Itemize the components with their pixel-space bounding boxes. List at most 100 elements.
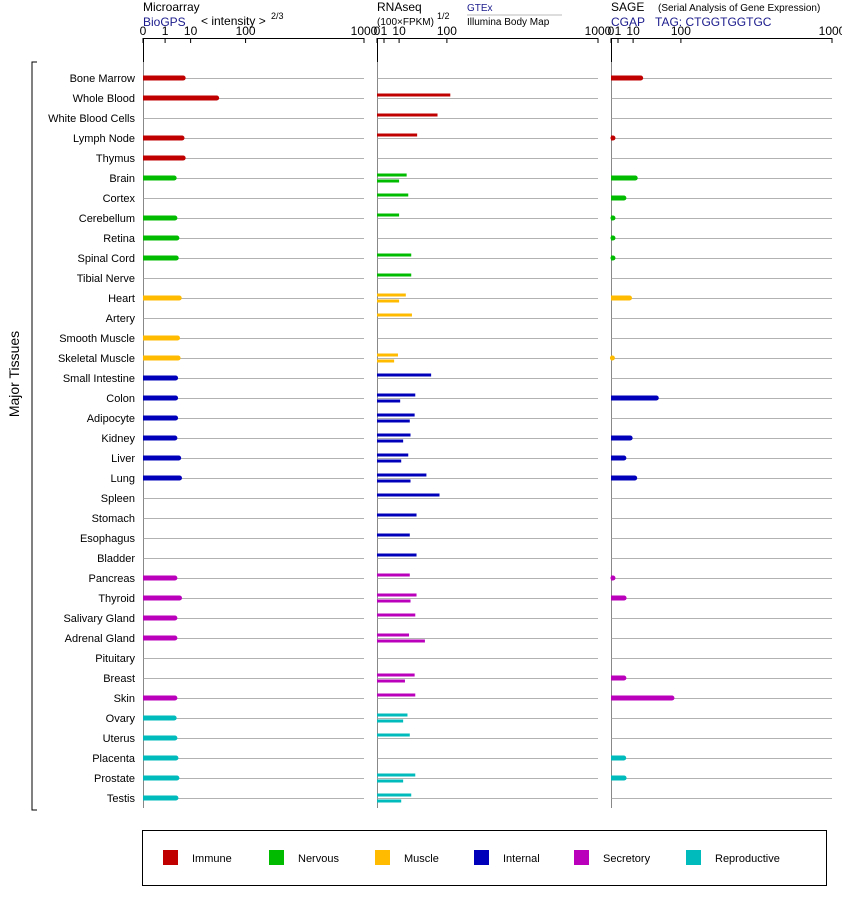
expression-bar-cap: [173, 415, 179, 421]
expression-bar: [377, 253, 412, 257]
expression-bar: [143, 375, 176, 381]
expression-bar: [377, 799, 402, 803]
x-tick-label: 1000: [351, 24, 378, 38]
rnaseq-source-gtex: GTEx: [467, 3, 493, 14]
expression-bar-cap: [176, 455, 182, 461]
x-tick-label: 1: [615, 24, 622, 38]
legend-swatch: [474, 850, 489, 865]
legend-label: Muscle: [404, 853, 439, 865]
expression-bar: [143, 755, 176, 761]
tissue-label: Tibial Nerve: [77, 273, 135, 285]
tissue-label: Esophagus: [80, 533, 136, 545]
tissue-label: Pancreas: [89, 573, 136, 585]
tissue-label: Brain: [109, 173, 135, 185]
tissue-label: Bladder: [97, 553, 135, 565]
x-tick-label: 1000: [585, 24, 612, 38]
expression-bar-cap: [621, 775, 627, 781]
expression-bar: [143, 395, 176, 401]
tissue-label: Thyroid: [98, 593, 135, 605]
expression-bar: [143, 355, 179, 361]
expression-bar-cap: [621, 755, 627, 761]
legend-swatch: [269, 850, 284, 865]
expression-bar-cap: [172, 435, 178, 441]
expression-bar-cap: [626, 295, 632, 301]
expression-bar-cap: [172, 215, 178, 221]
expression-bar: [377, 599, 411, 603]
expression-bar: [377, 553, 417, 557]
legend-label: Internal: [503, 853, 540, 865]
expression-bar: [377, 439, 404, 443]
expression-bar: [377, 473, 427, 477]
tissue-label: Uterus: [103, 733, 136, 745]
expression-bar-cap: [173, 375, 179, 381]
expression-bar: [377, 733, 410, 737]
expression-bar-cap: [610, 575, 616, 581]
expression-bar: [611, 295, 630, 301]
expression-bar: [377, 413, 415, 417]
expression-bar: [377, 693, 416, 697]
expression-bar-cap: [176, 295, 182, 301]
expression-bar: [377, 533, 410, 537]
tissue-label: Lung: [111, 473, 135, 485]
sage-source: CGAP: [611, 15, 645, 29]
expression-bar: [143, 95, 217, 101]
x-tick-label: 0: [140, 24, 147, 38]
expression-bar: [377, 113, 438, 117]
expression-bar: [143, 415, 176, 421]
sage-title: SAGE: [611, 0, 644, 14]
expression-bar: [143, 795, 176, 801]
tissue-label: Adrenal Gland: [65, 633, 135, 645]
expression-bar-cap: [175, 355, 181, 361]
expression-bar-cap: [653, 395, 659, 401]
expression-bar: [143, 595, 180, 601]
y-group-bracket: [31, 61, 37, 811]
x-tick-label: 0: [374, 24, 381, 38]
expression-bar-cap: [610, 235, 616, 241]
rnaseq-scale-label: (100×FPKM): [377, 17, 434, 28]
expression-bar: [377, 373, 432, 377]
expression-bar-cap: [173, 795, 179, 801]
expression-bar-cap: [627, 435, 633, 441]
sage-tag: TAG: CTGGTGGTGC: [655, 15, 772, 29]
expression-bar: [143, 435, 175, 441]
expression-bar: [611, 755, 624, 761]
expression-bar: [143, 695, 175, 701]
x-tick-label: 1: [381, 24, 388, 38]
expression-bar-cap: [173, 395, 179, 401]
expression-bar: [143, 775, 177, 781]
expression-bar: [143, 455, 179, 461]
tissue-label: Thymus: [96, 153, 136, 165]
expression-bar-cap: [632, 475, 638, 481]
x-tick-label: 100: [437, 24, 457, 38]
expression-bar-cap: [172, 735, 178, 741]
x-tick-label: 1000: [819, 24, 842, 38]
expression-bar: [143, 615, 175, 621]
expression-bar-cap: [632, 175, 638, 181]
expression-bar: [377, 493, 440, 497]
legend-label: Secretory: [603, 853, 651, 865]
expression-bar-cap: [174, 335, 180, 341]
expression-bar: [377, 299, 400, 303]
expression-bar-cap: [174, 235, 180, 241]
expression-bar-cap: [214, 95, 220, 101]
expression-bar: [377, 779, 404, 783]
expression-bar: [377, 179, 400, 183]
expression-bar: [143, 215, 175, 221]
expression-bar: [377, 93, 451, 97]
legend-label: Immune: [192, 853, 232, 865]
expression-bar-cap: [621, 455, 627, 461]
x-tick-label: 1: [162, 24, 169, 38]
expression-bar-cap: [173, 255, 179, 261]
expression-bar-cap: [172, 695, 178, 701]
expression-bar: [611, 475, 635, 481]
tissue-label: Adipocyte: [87, 413, 135, 425]
tissue-label: Testis: [107, 793, 136, 805]
tissue-label: Salivary Gland: [63, 613, 135, 625]
expression-bar-cap: [180, 75, 186, 81]
expression-bar: [611, 455, 624, 461]
expression-bar: [377, 773, 416, 777]
expression-bar: [377, 633, 410, 637]
expression-bar: [143, 715, 175, 721]
expression-bar: [377, 273, 412, 277]
